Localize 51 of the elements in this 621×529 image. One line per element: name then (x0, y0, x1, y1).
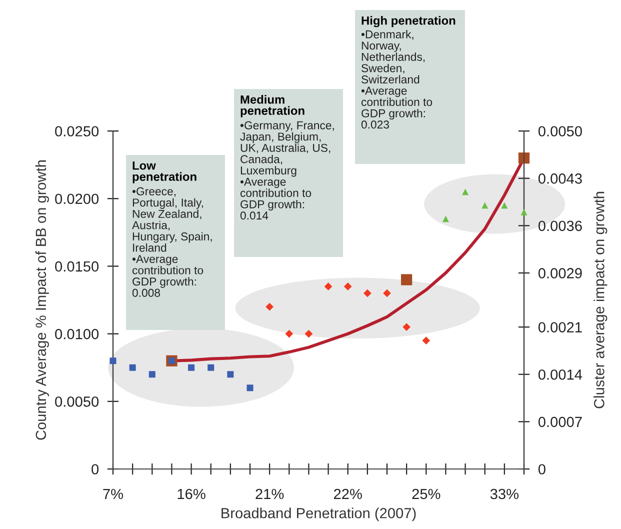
annotation: Low penetration (132, 161, 196, 184)
point (110, 358, 116, 364)
y-tick-label: 0.0250 (55, 126, 99, 136)
y-tick-label: 0.0100 (55, 328, 99, 340)
x-tick-label: 16% (178, 488, 206, 500)
y-tick-label: 0.0200 (55, 194, 99, 204)
point (401, 274, 412, 286)
point (462, 188, 469, 196)
y2-tick-label: 0.0014 (538, 369, 582, 380)
point (227, 371, 234, 378)
y2-tick-label: 0.0043 (538, 173, 582, 184)
x-tick-label: 21% (256, 488, 284, 500)
y-tick-label: 0 (92, 464, 99, 474)
point (344, 282, 352, 290)
point (304, 330, 313, 338)
text: •Denmark, Norway, Netherlands, Sweden, Switzerland •Average contribution to GDP growth: 0.023 (361, 30, 432, 129)
point (285, 330, 294, 338)
point (422, 336, 430, 344)
y2-tick-label: 0.0050 (538, 126, 582, 136)
text: High penetration (362, 16, 456, 28)
y2-tick-label: 0.0021 (538, 322, 582, 332)
y-tick-label: 0.0050 (55, 396, 99, 407)
y-tick-label: 0.0150 (55, 261, 99, 272)
text: Medium penetration (240, 95, 304, 118)
x-tick-label: 7% (103, 488, 124, 500)
point (520, 208, 528, 216)
y2-tick-label: 0 (538, 464, 546, 474)
y2-axis-title: Cluster average impact on growth (594, 192, 608, 408)
text: •Germany, France, Japan, Belgium, UK, Australia, US, Canada, Luxemburg •Average contribution to GDP growth: 0.014 (240, 121, 334, 220)
y2-tick-label: 0.0007 (538, 416, 582, 428)
x-axis-title: Broadband Penetration (2007) (222, 508, 416, 522)
point (501, 202, 508, 209)
point (188, 364, 195, 371)
point (266, 302, 274, 311)
point (324, 282, 332, 290)
y2-tick-label: 0.0029 (538, 268, 582, 278)
point (442, 216, 449, 222)
x-tick-label: 25% (412, 488, 440, 500)
point (482, 202, 488, 209)
point (383, 289, 391, 298)
point (148, 371, 156, 378)
x-tick-label: 33% (490, 488, 519, 500)
x-tick-label: 22% (334, 488, 362, 500)
text: •Greece, Portugal, Italy, New Zealand, Austria, Hungary, Spain, Ireland •Average contribution to GDP growth: 0.008 (132, 187, 212, 297)
point (246, 384, 254, 392)
point (129, 364, 136, 371)
point (364, 289, 372, 298)
y2-tick-label: 0.0036 (538, 220, 582, 232)
y-axis-title: Country Average % Impact of BB on growth (35, 160, 49, 440)
point (208, 364, 214, 371)
point (402, 323, 410, 331)
